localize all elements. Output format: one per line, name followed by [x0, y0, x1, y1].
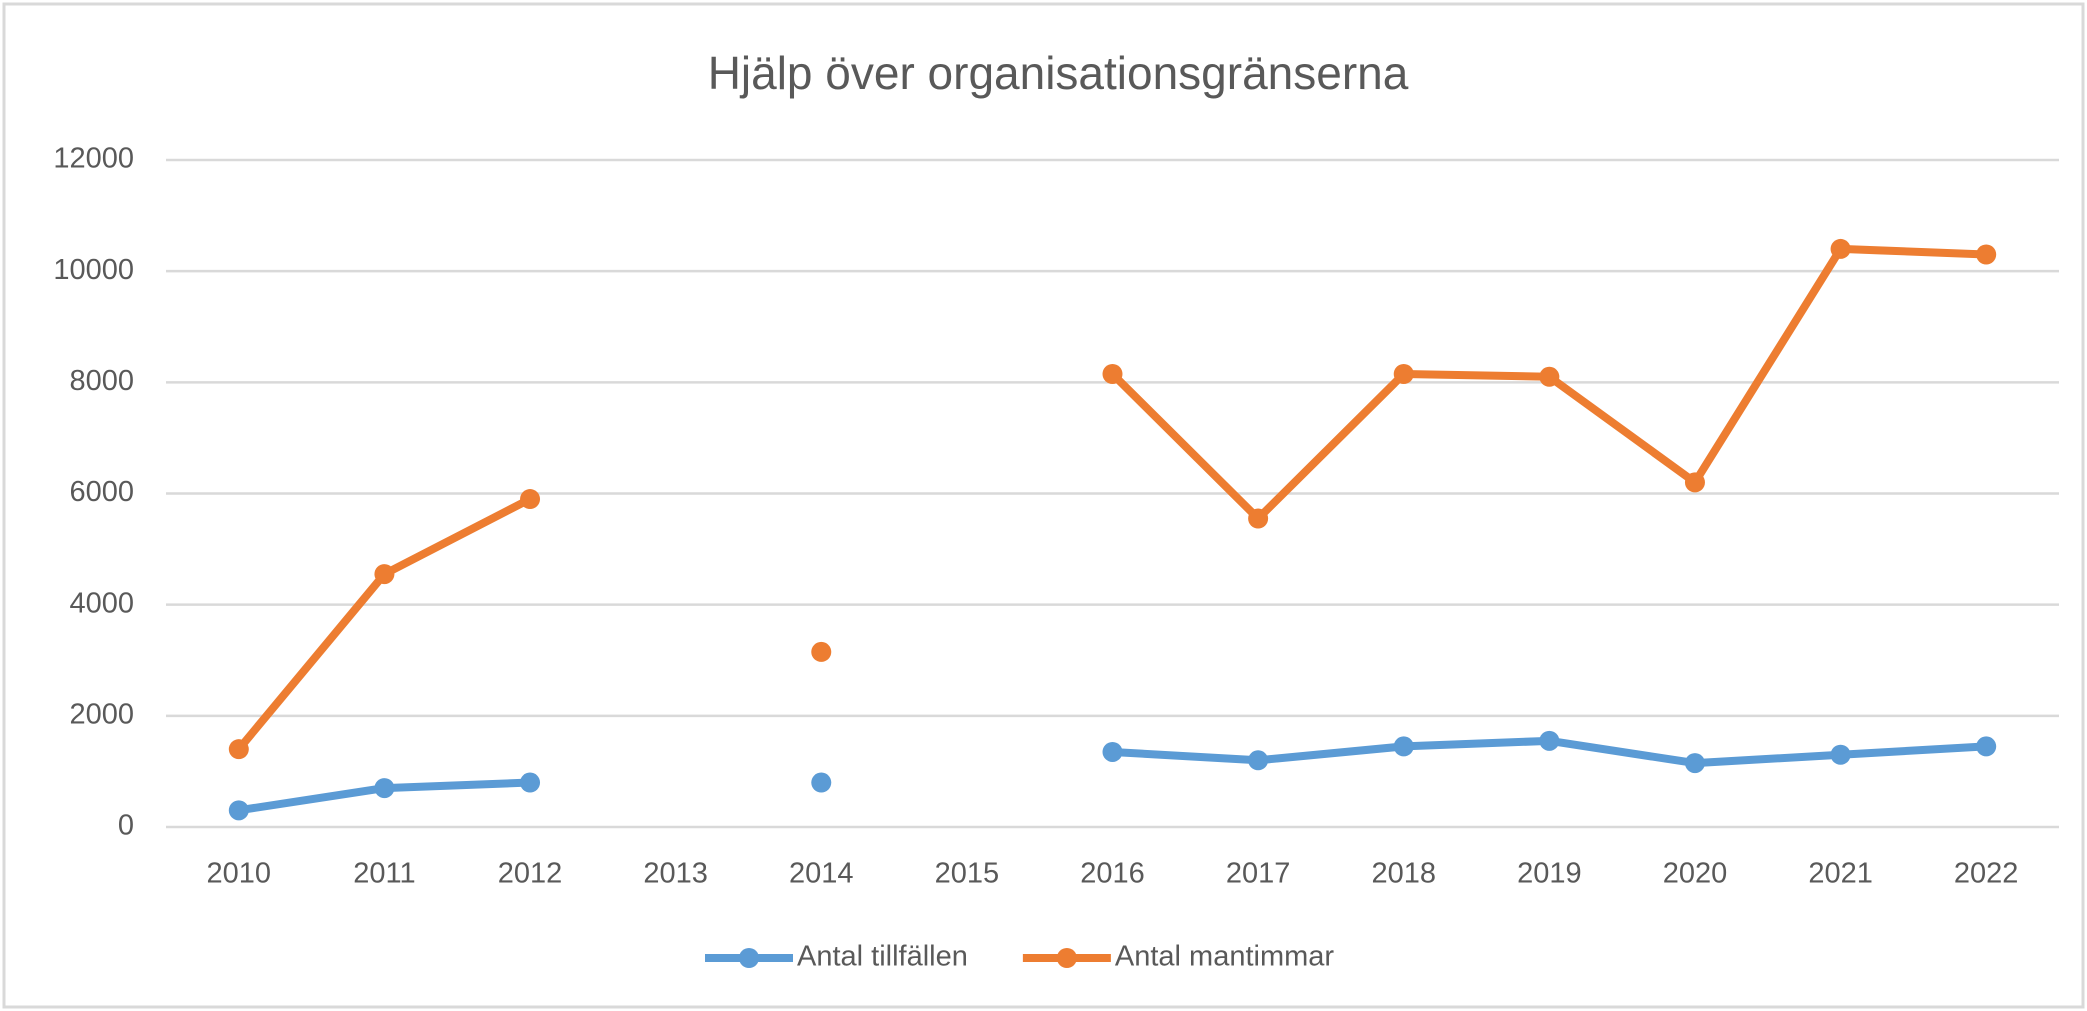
chart-title: Hjälp över organisationsgränserna	[708, 47, 1409, 99]
point	[1248, 508, 1269, 529]
y-tick-label: 12000	[53, 143, 134, 175]
point	[520, 489, 541, 510]
x-tick-label: 2018	[1371, 858, 1436, 890]
x-tick-label: 2014	[789, 858, 854, 890]
legend-marker	[1056, 948, 1077, 968]
point	[1539, 730, 1560, 751]
point	[374, 564, 395, 585]
point	[1976, 244, 1997, 265]
x-tick-label: 2015	[935, 858, 1000, 890]
point	[1248, 750, 1269, 771]
y-tick-label: 2000	[69, 698, 134, 730]
y-tick-label: 6000	[69, 476, 134, 508]
y-tick-label: 4000	[69, 587, 134, 619]
legend-label: Antal tillfällen	[797, 941, 968, 973]
point	[1102, 363, 1123, 384]
point	[811, 772, 832, 793]
y-tick-label: 8000	[69, 365, 134, 397]
x-tick-label: 2020	[1663, 858, 1728, 890]
point	[520, 772, 541, 793]
point	[1102, 741, 1123, 762]
legend-label: Antal mantimmar	[1115, 941, 1335, 973]
point	[228, 739, 249, 760]
point	[1393, 736, 1414, 757]
y-tick-label: 0	[118, 810, 134, 842]
point	[1684, 472, 1705, 493]
point	[1539, 366, 1560, 387]
point	[1976, 736, 1997, 757]
y-tick-label: 10000	[53, 254, 134, 286]
point	[1830, 744, 1851, 765]
legend-marker	[739, 948, 759, 968]
x-tick-label: 2022	[1954, 858, 2019, 890]
x-tick-label: 2012	[498, 858, 563, 890]
x-tick-label: 2011	[353, 858, 415, 890]
x-tick-label: 2021	[1808, 858, 1873, 890]
x-tick-label: 2019	[1517, 858, 1582, 890]
point	[374, 778, 395, 799]
x-tick-label: 2013	[643, 858, 708, 890]
point	[1830, 238, 1851, 259]
point	[811, 641, 832, 662]
x-tick-label: 2016	[1080, 858, 1145, 890]
point	[228, 800, 249, 821]
point	[1684, 753, 1705, 774]
x-tick-label: 2017	[1226, 858, 1291, 890]
point	[1393, 363, 1414, 384]
x-tick-label: 2010	[207, 858, 272, 890]
